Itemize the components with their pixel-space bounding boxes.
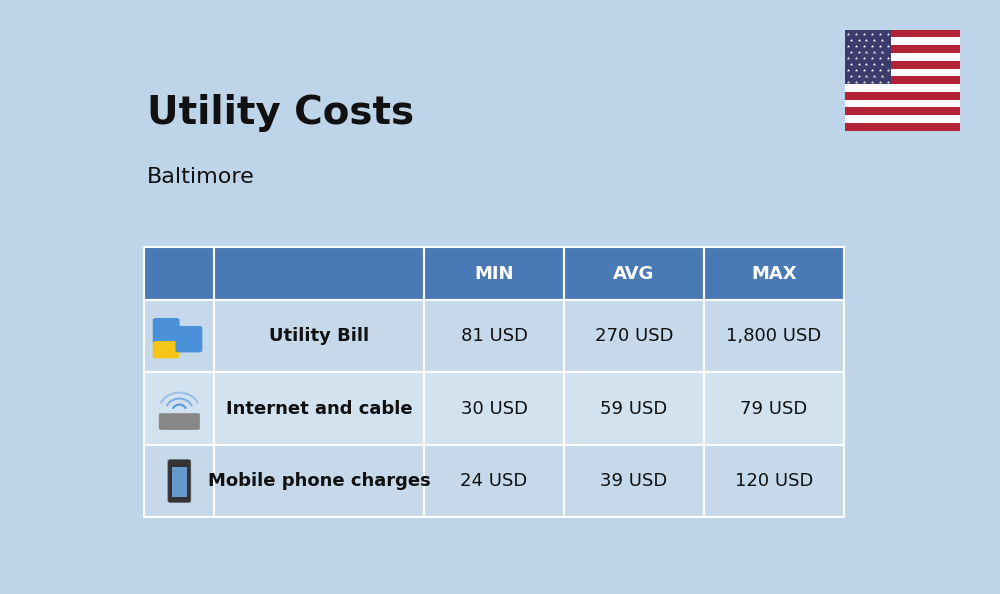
Text: 79 USD: 79 USD <box>740 400 807 418</box>
FancyBboxPatch shape <box>172 467 187 497</box>
Bar <box>845 30 960 37</box>
Text: 1,800 USD: 1,800 USD <box>726 327 821 345</box>
Bar <box>845 30 891 84</box>
Bar <box>845 108 960 115</box>
FancyBboxPatch shape <box>153 318 180 345</box>
Text: Baltimore: Baltimore <box>147 168 254 187</box>
FancyBboxPatch shape <box>564 445 704 517</box>
Text: 30 USD: 30 USD <box>461 400 528 418</box>
FancyBboxPatch shape <box>424 300 564 372</box>
Text: 120 USD: 120 USD <box>735 472 813 490</box>
Bar <box>845 68 960 76</box>
Bar <box>845 123 960 131</box>
Text: MAX: MAX <box>751 265 797 283</box>
Text: 24 USD: 24 USD <box>460 472 528 490</box>
Text: Mobile phone charges: Mobile phone charges <box>208 472 431 490</box>
FancyBboxPatch shape <box>424 372 564 445</box>
Bar <box>845 92 960 100</box>
FancyBboxPatch shape <box>214 247 424 300</box>
Bar <box>845 115 960 123</box>
FancyBboxPatch shape <box>175 326 202 352</box>
Bar <box>845 84 960 92</box>
Text: AVG: AVG <box>613 265 655 283</box>
Text: Utility Costs: Utility Costs <box>147 94 414 132</box>
Text: 39 USD: 39 USD <box>600 472 668 490</box>
Bar <box>845 45 960 53</box>
Text: 270 USD: 270 USD <box>595 327 673 345</box>
FancyBboxPatch shape <box>564 300 704 372</box>
FancyBboxPatch shape <box>704 372 844 445</box>
FancyBboxPatch shape <box>564 372 704 445</box>
FancyBboxPatch shape <box>704 445 844 517</box>
FancyBboxPatch shape <box>159 413 200 430</box>
Bar <box>845 53 960 61</box>
FancyBboxPatch shape <box>168 460 191 503</box>
Bar <box>845 61 960 68</box>
Bar <box>845 37 960 45</box>
Text: MIN: MIN <box>474 265 514 283</box>
FancyBboxPatch shape <box>424 247 564 300</box>
FancyBboxPatch shape <box>153 341 180 358</box>
FancyBboxPatch shape <box>424 445 564 517</box>
Bar <box>845 100 960 108</box>
Text: Utility Bill: Utility Bill <box>269 327 369 345</box>
FancyBboxPatch shape <box>704 247 844 300</box>
FancyBboxPatch shape <box>704 300 844 372</box>
Text: 59 USD: 59 USD <box>600 400 668 418</box>
Text: Internet and cable: Internet and cable <box>226 400 413 418</box>
FancyBboxPatch shape <box>214 445 424 517</box>
FancyBboxPatch shape <box>144 247 214 300</box>
FancyBboxPatch shape <box>214 300 424 372</box>
FancyBboxPatch shape <box>144 372 214 445</box>
FancyBboxPatch shape <box>214 372 424 445</box>
Bar <box>845 76 960 84</box>
FancyBboxPatch shape <box>564 247 704 300</box>
FancyBboxPatch shape <box>144 445 214 517</box>
Text: 81 USD: 81 USD <box>461 327 528 345</box>
FancyBboxPatch shape <box>144 300 214 372</box>
